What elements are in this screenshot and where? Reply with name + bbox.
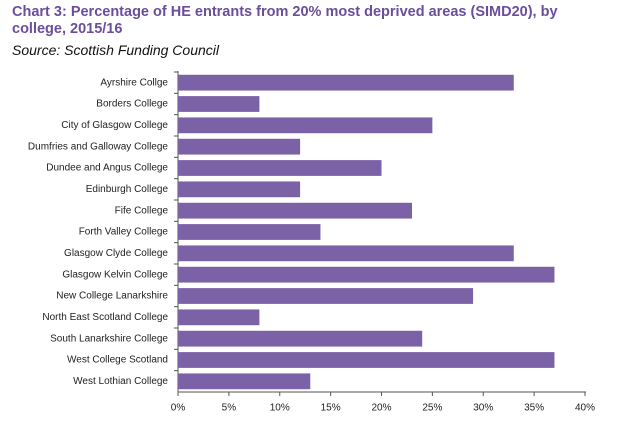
bar	[178, 74, 514, 91]
bar	[178, 288, 474, 304]
x-tick-label: 10%	[270, 403, 290, 414]
x-tick-label: 30%	[473, 403, 493, 414]
y-tick-label: West Lothian College	[73, 376, 168, 387]
x-tick-label: 5%	[222, 403, 237, 414]
y-tick-label: Glasgow Kelvin College	[62, 269, 168, 280]
y-tick-label: Ayrshire Collge	[100, 77, 168, 88]
x-tick-label: 35%	[524, 403, 544, 414]
x-tick-label: 0%	[171, 403, 186, 414]
bar	[178, 245, 514, 262]
y-tick-label: Dundee and Angus College	[46, 163, 168, 174]
x-tick-label: 25%	[422, 403, 442, 414]
y-tick-label: Dumfries and Galloway College	[28, 141, 169, 152]
bar	[178, 138, 301, 155]
bar	[178, 352, 555, 368]
y-tick-label: Borders College	[96, 99, 168, 110]
bar	[178, 224, 321, 240]
bar	[178, 117, 433, 134]
bar	[178, 309, 260, 326]
bar	[178, 266, 555, 283]
y-tick-label: Edinburgh College	[86, 184, 169, 195]
y-tick-label: City of Glasgow College	[61, 120, 168, 131]
y-tick-label: South Lanarkshire College	[50, 333, 168, 344]
y-tick-label: Forth Valley College	[79, 227, 169, 238]
bar	[178, 330, 423, 347]
y-tick-label: Glasgow Clyde College	[64, 248, 168, 259]
y-tick-label: New College Lanarkshire	[56, 291, 168, 302]
bar	[178, 202, 413, 219]
bar	[178, 96, 260, 112]
bar	[178, 373, 311, 390]
x-tick-label: 20%	[371, 403, 391, 414]
chart-subtitle: Source: Scottish Funding Council	[12, 42, 219, 58]
y-tick-label: North East Scotland College	[42, 312, 168, 323]
x-tick-label: 40%	[575, 403, 595, 414]
bar	[178, 181, 301, 198]
chart-title: Chart 3: Percentage of HE entrants from …	[12, 4, 558, 37]
x-tick-label: 15%	[321, 403, 341, 414]
y-tick-label: West College Scotland	[67, 355, 168, 366]
bar	[178, 160, 382, 176]
y-tick-label: Fife College	[115, 205, 169, 216]
